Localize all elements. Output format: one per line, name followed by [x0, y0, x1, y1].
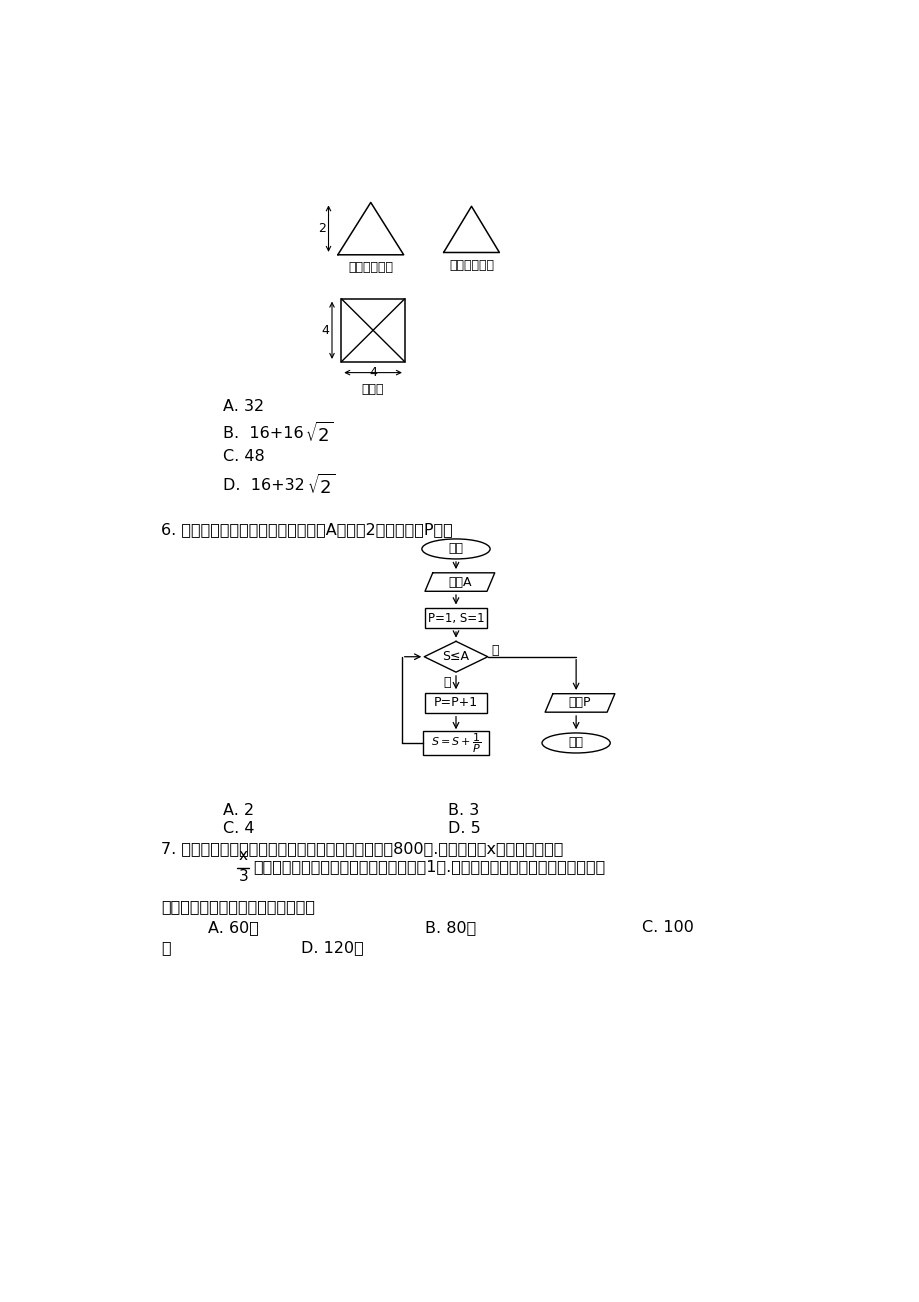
Bar [423, 732, 488, 755]
Text: 4: 4 [322, 324, 329, 337]
Text: A. 60件: A. 60件 [208, 921, 258, 935]
Text: D. 5: D. 5 [448, 820, 481, 836]
Bar [425, 608, 486, 629]
Text: B. 3: B. 3 [448, 803, 479, 818]
Text: 仓储费用之和最小，每批应生产产品: 仓储费用之和最小，每批应生产产品 [162, 900, 315, 914]
Text: 3: 3 [239, 870, 248, 884]
Text: 2: 2 [318, 223, 326, 236]
Text: A. 32: A. 32 [223, 398, 265, 414]
Text: C. 48: C. 48 [223, 449, 265, 464]
Text: A. 2: A. 2 [223, 803, 255, 818]
Text: 结束: 结束 [568, 737, 583, 750]
Text: 正（主）视图: 正（主）视图 [348, 260, 392, 273]
Text: 否: 否 [491, 644, 499, 658]
Text: D.  16+32: D. 16+32 [223, 478, 305, 493]
Text: 输入A: 输入A [448, 575, 471, 589]
Bar [341, 298, 404, 362]
Text: 是: 是 [442, 676, 450, 689]
Text: B.  16+16: B. 16+16 [223, 426, 304, 441]
Text: 4: 4 [369, 366, 377, 379]
Text: 开始: 开始 [448, 543, 463, 556]
Text: 6. 执行如图所示的程序框图，若输入A的値为2，则输入的P値为: 6. 执行如图所示的程序框图，若输入A的値为2，则输入的P値为 [162, 522, 453, 536]
Bar [425, 693, 486, 713]
Text: C. 100: C. 100 [641, 921, 693, 935]
Text: x: x [239, 848, 248, 863]
Text: B. 80件: B. 80件 [425, 921, 476, 935]
Text: $\sqrt{2}$: $\sqrt{2}$ [304, 422, 333, 447]
Text: $S=S+\dfrac{1}{P}$: $S=S+\dfrac{1}{P}$ [430, 732, 481, 755]
Text: 俧视图: 俧视图 [361, 383, 384, 396]
Text: D. 120件: D. 120件 [301, 940, 363, 956]
Text: S≤A: S≤A [442, 650, 469, 663]
Text: P=1, S=1: P=1, S=1 [427, 612, 483, 625]
Text: 输出P: 输出P [568, 697, 591, 710]
Text: $\sqrt{2}$: $\sqrt{2}$ [307, 474, 335, 499]
Text: 时间为天，且每件产品每天的仓储费用为1元.为使平均没见产品的生产准备费用与: 时间为天，且每件产品每天的仓储费用为1元.为使平均没见产品的生产准备费用与 [253, 859, 605, 875]
Text: 侧（左）视图: 侧（左）视图 [448, 259, 494, 272]
Text: C. 4: C. 4 [223, 820, 255, 836]
Text: 件: 件 [162, 940, 171, 956]
Text: 7. 某车间分批生产某种产品，每批的生产准备费用为800元.若每批生产x件，则平均仓储: 7. 某车间分批生产某种产品，每批的生产准备费用为800元.若每批生产x件，则平… [162, 841, 563, 857]
Text: P=P+1: P=P+1 [434, 697, 478, 710]
